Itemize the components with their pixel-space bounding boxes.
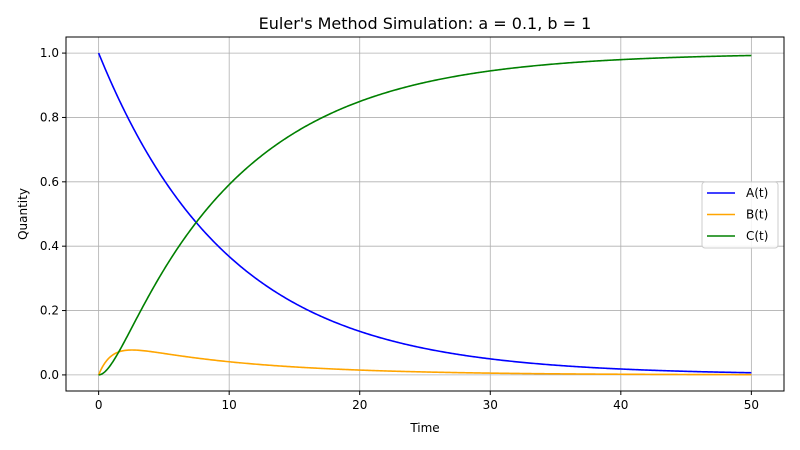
plot-frame [65, 36, 785, 392]
x-tick-label-2: 20 [352, 398, 367, 412]
x-tick-label-0: 0 [95, 398, 103, 412]
legend-label-ct: C(t) [746, 229, 768, 243]
axis-ticks: 0 10 20 30 40 50 0.0 0.2 0.4 0.6 0.8 1.0 [40, 46, 759, 412]
y-tick-label-0: 0.0 [40, 368, 59, 382]
series-line-ct [98, 54, 752, 376]
x-axis-label: Time [409, 421, 439, 435]
series-line-bt [97, 349, 752, 376]
legend: A(t) B(t) C(t) [701, 181, 779, 249]
legend-box [701, 181, 779, 249]
legend-label-bt: B(t) [746, 208, 768, 222]
x-tick-label-3: 30 [483, 398, 498, 412]
legend-label-at: A(t) [746, 186, 768, 200]
y-tick-label-4: 0.8 [40, 110, 59, 124]
x-tick-label-1: 10 [222, 398, 237, 412]
x-tick-label-5: 50 [744, 398, 759, 412]
chart-title: Euler's Method Simulation: a = 0.1, b = … [259, 14, 592, 33]
y-tick-label-1: 0.2 [40, 304, 59, 318]
x-tick-label-4: 40 [613, 398, 628, 412]
series-line-at [97, 52, 752, 374]
y-axis-label: Quantity [16, 188, 30, 240]
y-tick-label-5: 1.0 [40, 46, 59, 60]
y-tick-label-3: 0.6 [40, 175, 59, 189]
y-tick-label-2: 0.4 [40, 239, 59, 253]
series-lines [97, 52, 752, 376]
